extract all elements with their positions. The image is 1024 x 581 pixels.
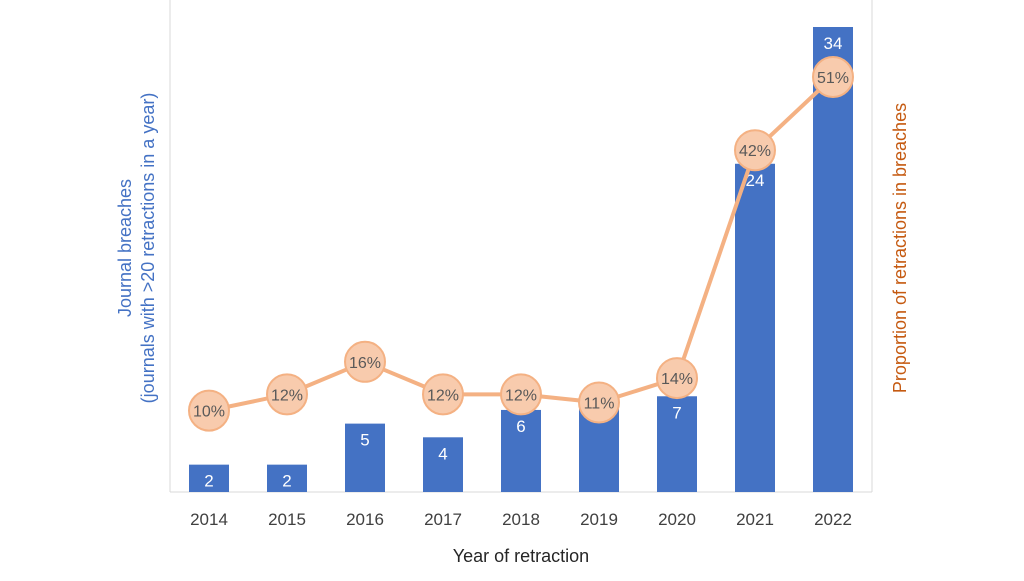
bar-label-2014: 2 xyxy=(204,472,213,491)
line-point-label-2017: 12% xyxy=(427,387,459,404)
left-axis-title-line2: (journals with >20 retractions in a year… xyxy=(138,93,158,404)
line-point-label-2016: 16% xyxy=(349,355,381,372)
bar-label-2020: 7 xyxy=(672,403,681,422)
line-series: 10% 12% 16% 12% 12% 11% 14% 42% 51% xyxy=(188,56,854,432)
line-point-2015 xyxy=(266,373,308,416)
bar-2016 xyxy=(345,423,385,492)
line-point-2018 xyxy=(500,373,542,416)
line-point-label-2014: 10% xyxy=(193,404,225,421)
bar-label-2015: 2 xyxy=(282,472,291,491)
x-tick-labels: 2014 2015 2016 2017 2018 2019 2020 2021 2022 xyxy=(190,510,852,529)
x-tick-2022: 2022 xyxy=(814,510,852,529)
line-point-2014 xyxy=(188,389,230,432)
bar-series xyxy=(189,27,853,492)
line-point-label-2019: 11% xyxy=(584,395,615,412)
bar-2017 xyxy=(423,437,463,492)
right-axis-title: Proportion of retractions in breaches xyxy=(890,103,910,393)
line-point-2021 xyxy=(734,129,776,172)
line-point-label-2021: 42% xyxy=(739,143,771,160)
bar-label-2016: 5 xyxy=(360,431,369,450)
line-point-label-2022: 51% xyxy=(817,70,849,87)
bar-2018 xyxy=(501,409,541,492)
bar-2021 xyxy=(735,163,775,492)
x-tick-2020: 2020 xyxy=(658,510,696,529)
x-tick-2015: 2015 xyxy=(268,510,306,529)
line-point-label-2015: 12% xyxy=(271,387,303,404)
x-tick-2018: 2018 xyxy=(502,510,540,529)
left-axis-title-line1: Journal breaches xyxy=(115,179,135,317)
bar-2014 xyxy=(189,464,229,492)
bar-label-2021: 24 xyxy=(746,171,765,190)
line-point-2019 xyxy=(578,381,620,424)
x-tick-2017: 2017 xyxy=(424,510,462,529)
bar-2022 xyxy=(813,27,853,492)
x-tick-2014: 2014 xyxy=(190,510,228,529)
bar-label-2018: 6 xyxy=(516,417,525,436)
line-point-2020 xyxy=(656,357,698,400)
x-tick-2019: 2019 xyxy=(580,510,618,529)
bar-2015 xyxy=(267,464,307,492)
line-point-label-2020: 14% xyxy=(661,371,693,388)
bar-data-labels: 22546772434 xyxy=(204,34,842,491)
line-point-2022 xyxy=(812,56,854,98)
line-point-2017 xyxy=(422,373,464,416)
bar-2020 xyxy=(657,396,697,492)
bar-label-2017: 4 xyxy=(438,444,447,463)
x-tick-2016: 2016 xyxy=(346,510,384,529)
line-point-label-2018: 12% xyxy=(505,387,537,404)
x-tick-2021: 2021 xyxy=(736,510,774,529)
line-point-2016 xyxy=(344,340,386,383)
x-axis-title: Year of retraction xyxy=(453,546,589,566)
bar-label-2022: 34 xyxy=(824,34,843,53)
